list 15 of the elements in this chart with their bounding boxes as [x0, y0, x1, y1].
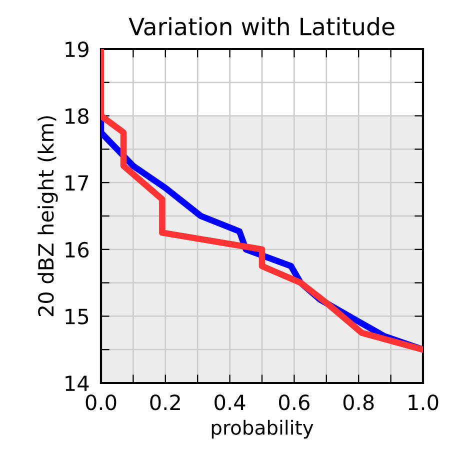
x-tick-label: 0.0 [86, 394, 116, 410]
y-tick-label: 18 [66, 108, 88, 124]
y-tick-label: 19 [66, 41, 88, 58]
chart-title: Variation with Latitude [128, 17, 394, 36]
x-tick-label: 0.8 [343, 394, 374, 410]
y-tick-label: 15 [66, 308, 88, 324]
x-tick-label: 0.4 [214, 394, 246, 410]
x-tick-label: 0.2 [150, 394, 180, 410]
y-axis-title: 20 dBZ height (km) [38, 116, 58, 316]
y-tick-label: 14 [66, 376, 89, 391]
x-tick-label: 1.0 [408, 394, 438, 410]
x-tick-label: 0.6 [279, 394, 310, 410]
y-tick-label: 17 [66, 175, 88, 191]
y-tick-label: 16 [66, 242, 89, 258]
x-axis-title: probability [212, 420, 314, 439]
